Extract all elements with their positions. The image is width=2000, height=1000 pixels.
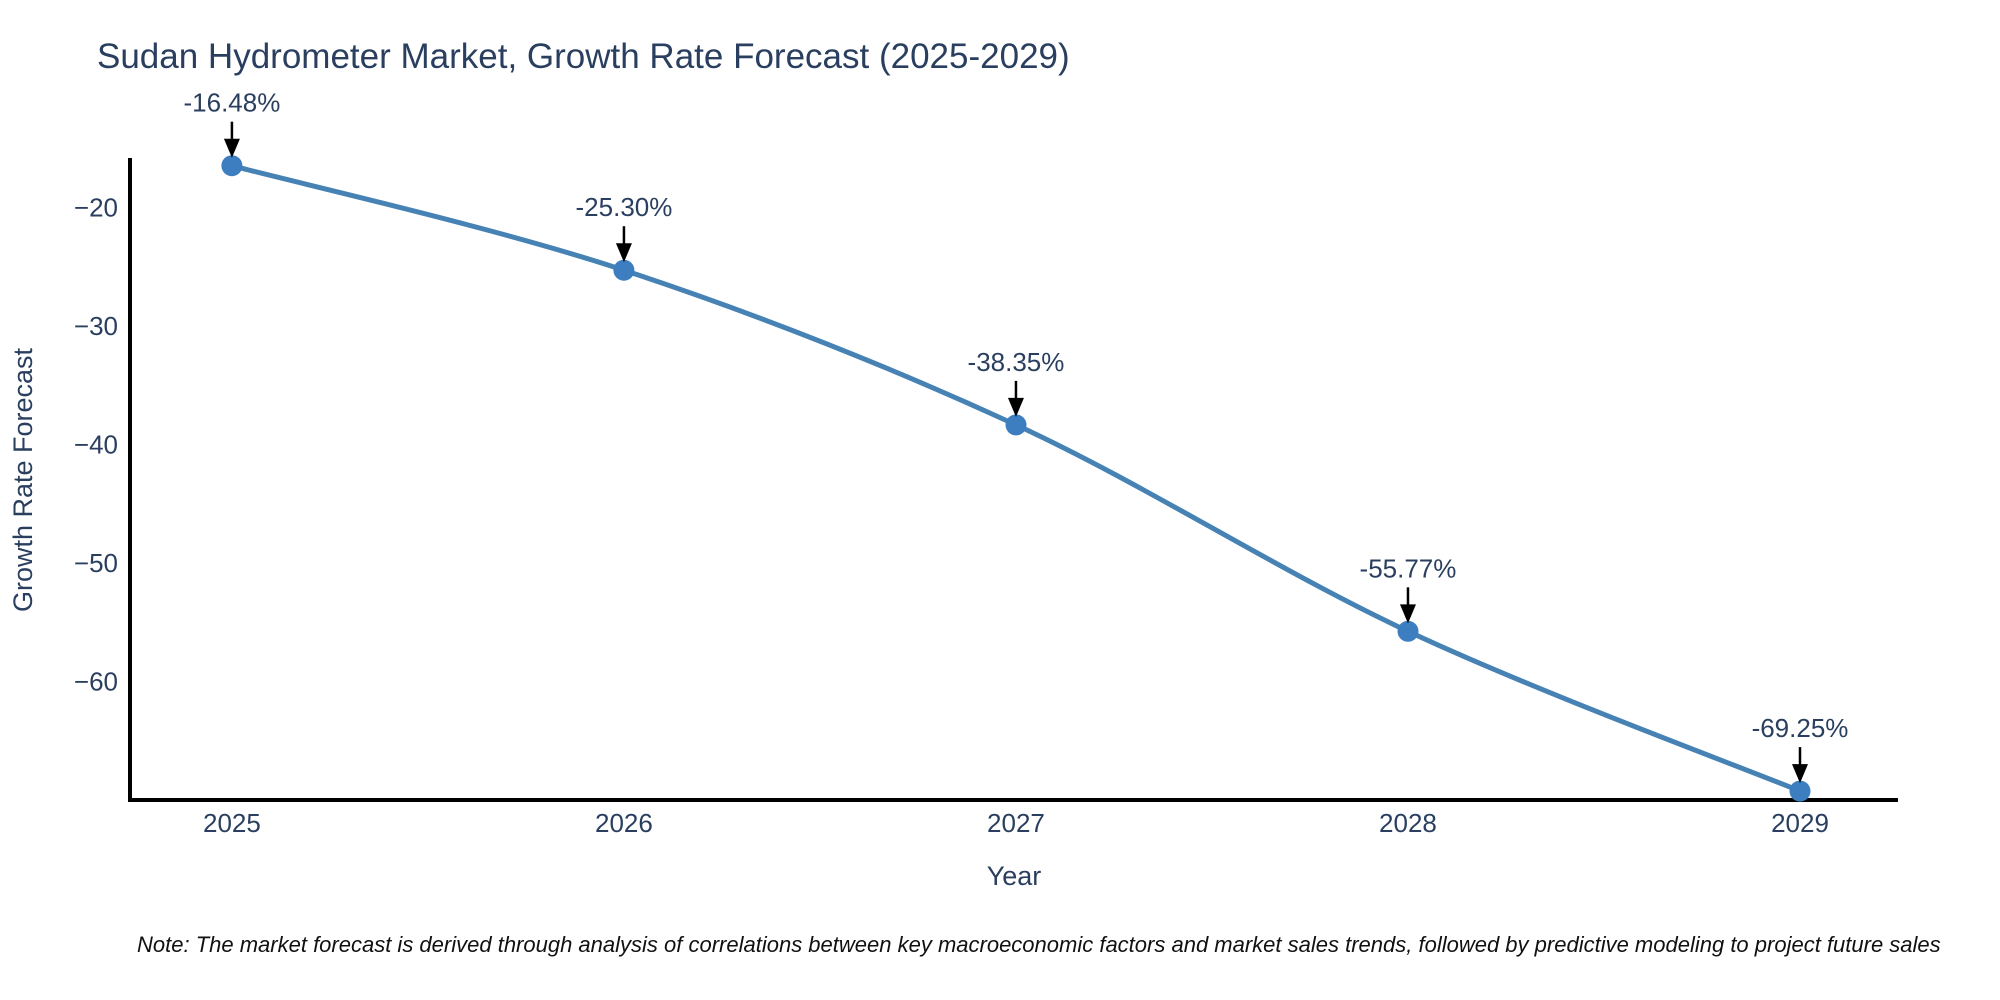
y-tick-label: −30 [74, 311, 118, 341]
x-tick-label: 2028 [1379, 808, 1437, 838]
y-axis-title: Growth Rate Forecast [8, 347, 38, 612]
point-annotation: -16.48% [184, 88, 281, 158]
chart-title: Sudan Hydrometer Market, Growth Rate For… [97, 37, 1070, 76]
data-point-marker [1397, 620, 1419, 642]
series-line [229, 163, 1803, 794]
annotation-value-label: -69.25% [1752, 713, 1849, 743]
annotation-arrowhead-icon [1007, 397, 1024, 417]
y-tick-label: −50 [74, 548, 118, 578]
data-point-marker [1005, 414, 1027, 436]
x-axis-tick-labels: 2025 2026 2027 2028 2029 [203, 808, 1829, 838]
x-tick-label: 2025 [203, 808, 261, 838]
x-tick-label: 2027 [987, 808, 1045, 838]
annotation-value-label: -55.77% [1360, 553, 1457, 583]
point-annotation: -69.25% [1752, 713, 1849, 784]
data-points [221, 155, 1811, 802]
annotation-arrowhead-icon [223, 138, 240, 158]
y-axis-tick-labels: −20 −30 −40 −50 −60 [74, 192, 118, 696]
annotation-value-label: -16.48% [184, 88, 281, 118]
x-tick-label: 2029 [1771, 808, 1829, 838]
y-tick-label: −60 [74, 666, 118, 696]
annotation-value-label: -38.35% [968, 347, 1065, 377]
y-tick-label: −20 [74, 192, 118, 222]
data-point-marker [613, 259, 635, 281]
annotation-arrowhead-icon [615, 243, 632, 263]
x-tick-label: 2026 [595, 808, 653, 838]
data-point-marker [221, 155, 243, 177]
data-point-marker [1789, 780, 1811, 802]
point-annotation: -55.77% [1360, 553, 1457, 624]
footnote: Note: The market forecast is derived thr… [137, 932, 1941, 957]
x-axis-title: Year [987, 861, 1042, 891]
annotation-arrowhead-icon [1791, 764, 1808, 784]
point-annotation: -25.30% [576, 192, 673, 263]
point-annotations: -16.48% -25.30% -38.35% -55.77% -69.25% [184, 88, 1849, 784]
point-annotation: -38.35% [968, 347, 1065, 417]
y-tick-label: −40 [74, 429, 118, 459]
annotation-arrowhead-icon [1399, 604, 1416, 624]
annotation-value-label: -25.30% [576, 192, 673, 222]
